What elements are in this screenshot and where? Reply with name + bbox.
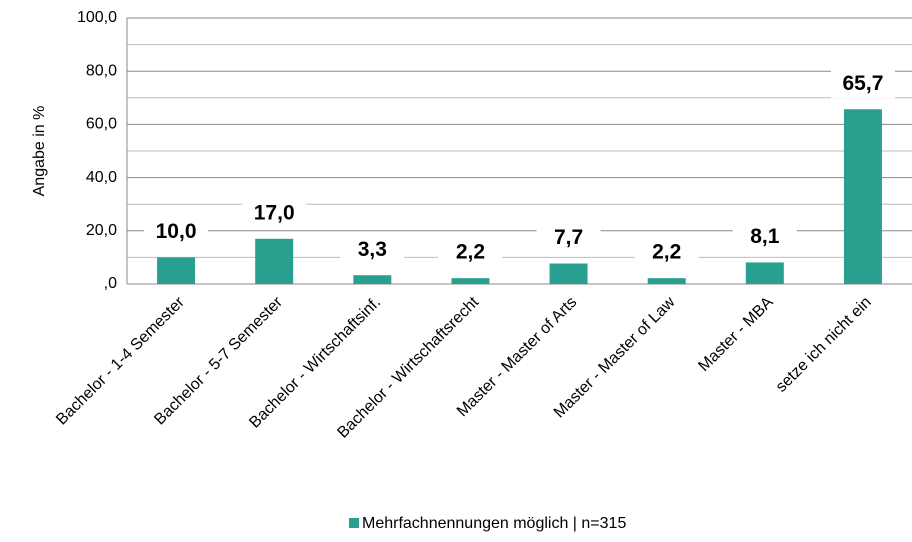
y-tick-label: 60,0 [86, 116, 117, 133]
value-label-bg [536, 224, 601, 253]
value-label: 7,7 [554, 226, 583, 249]
value-label-bg [634, 239, 699, 268]
y-tick-label: ,0 [104, 275, 117, 292]
value-label: 10,0 [156, 220, 197, 243]
bar [549, 263, 588, 284]
bar [255, 238, 294, 284]
legend-swatch [349, 518, 359, 528]
value-label-bg [242, 199, 307, 228]
value-label-bg [438, 239, 503, 268]
bar [451, 278, 490, 284]
value-label: 8,1 [750, 225, 780, 248]
value-label-bg [732, 223, 797, 252]
y-tick-label: 100,0 [77, 9, 117, 26]
y-tick-label: 40,0 [86, 169, 117, 186]
value-label: 2,2 [652, 241, 681, 264]
x-tick-label: Master - MBA [695, 294, 776, 375]
value-label: 17,0 [254, 201, 295, 224]
value-label-bg [144, 218, 209, 247]
value-label-bg [340, 236, 405, 265]
legend-label: Mehrfachnennungen möglich | n=315 [362, 515, 626, 532]
value-label-bg [830, 70, 895, 99]
value-label: 3,3 [358, 238, 387, 261]
bar [353, 275, 392, 284]
bar [647, 278, 686, 284]
x-tick-label: setze ich nicht ein [773, 294, 875, 396]
bar [745, 262, 784, 284]
bar [843, 109, 882, 284]
value-label: 2,2 [456, 241, 485, 264]
bar [157, 257, 196, 284]
y-axis-label: Angabe in % [31, 106, 48, 197]
value-label: 65,7 [843, 72, 884, 95]
y-tick-label: 80,0 [86, 62, 117, 79]
y-tick-label: 20,0 [86, 222, 117, 239]
